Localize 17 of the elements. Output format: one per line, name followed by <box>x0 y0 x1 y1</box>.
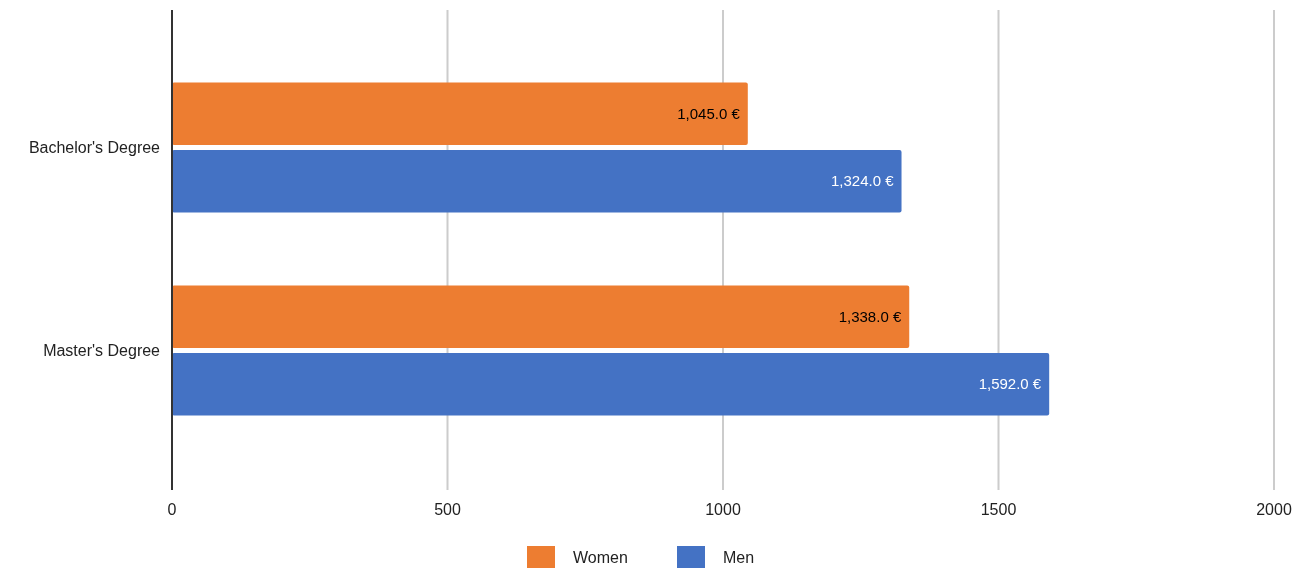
data-label: 1,338.0 € <box>838 308 902 326</box>
y-tick-label: Master's Degree <box>43 342 161 360</box>
data-label: 1,592.0 € <box>978 375 1042 393</box>
data-label: 1,045.0 € <box>677 105 741 123</box>
x-tick-label: 2000 <box>1256 501 1292 518</box>
x-tick-label: 1000 <box>705 501 741 518</box>
x-tick-label: 0 <box>167 501 177 518</box>
bar <box>172 150 902 213</box>
legend-label: Men <box>723 548 755 566</box>
data-label: 1,324.0 € <box>830 172 895 190</box>
x-tick-label: 500 <box>434 501 461 518</box>
y-tick-label: Bachelor's Degree <box>28 139 161 157</box>
x-tick-label: 1500 <box>980 501 1017 518</box>
legend-label: Women <box>573 548 628 566</box>
bar <box>172 353 1050 416</box>
bar <box>172 285 910 348</box>
bar <box>172 82 748 145</box>
